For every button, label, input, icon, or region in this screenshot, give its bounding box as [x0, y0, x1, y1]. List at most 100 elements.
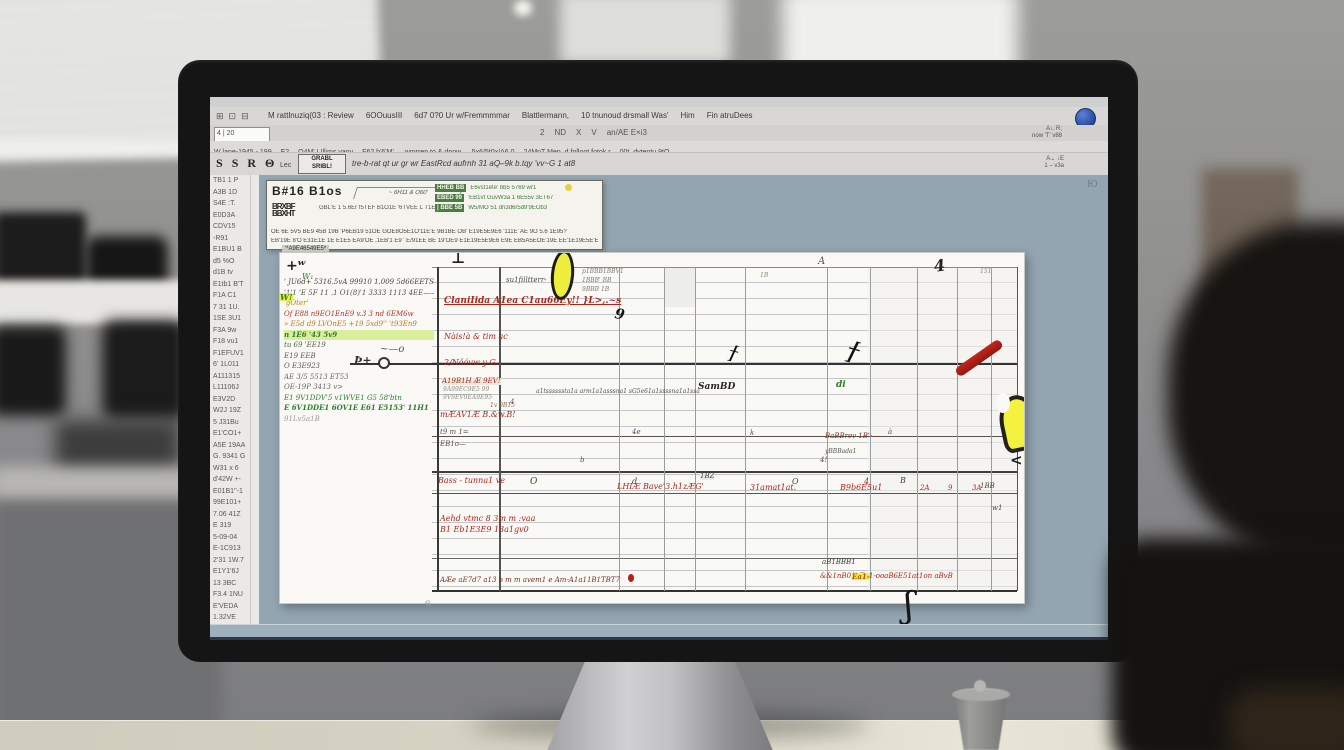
- toolbar-icon[interactable]: ND: [554, 128, 567, 137]
- toolbar3-segment[interactable]: O4M' I Illims vanv: [298, 149, 354, 153]
- sidebar-item[interactable]: d'42W +-: [213, 476, 241, 483]
- annotation: Aehd vtmc 8 3m m :vaa: [440, 514, 536, 523]
- annotation: SamBD: [698, 382, 736, 392]
- toolbar3-segment[interactable]: 5x6/5t0x/A6.0: [471, 149, 515, 153]
- sidebar-item[interactable]: F18 vu1: [213, 338, 239, 345]
- sidebar-item[interactable]: A5E 19AA: [213, 441, 246, 449]
- red-dot-mark: [628, 574, 634, 582]
- sidebar-item[interactable]: E1Y1'6J: [213, 568, 239, 575]
- style-preview-box[interactable]: GRABL SRIBL!: [298, 154, 346, 174]
- sidebar-item[interactable]: 7 31 1U.: [213, 303, 240, 311]
- sidebar-item[interactable]: E'VEDA: [213, 602, 239, 610]
- sidebar-item[interactable]: G. 9341 G: [213, 453, 246, 460]
- sidebar-item[interactable]: TB1 1 P: [213, 177, 239, 184]
- annotation: B9b6E5u1: [840, 483, 883, 492]
- toolbar4-caption: tre-b-rat qt ur gr wr EastRcd aufrnh 31 …: [352, 159, 576, 168]
- screen: ⊞ ⊡ ⊟ M rattlnuziq(03 : Review 6OOuusIII 6d7…: [210, 97, 1108, 640]
- menu-item[interactable]: 10 tnunoud drsmall Was': [581, 111, 669, 120]
- page-tab[interactable]: '*A9E46549E5*: [282, 245, 330, 253]
- format-button-small[interactable]: Lec: [280, 162, 292, 169]
- grid-line: [432, 558, 1017, 559]
- app-icon[interactable]: ⊟: [241, 111, 249, 121]
- sidebar-item[interactable]: E1BU1 B: [213, 246, 242, 253]
- sidebar[interactable]: TB1 1 P A3B 1D S4E :T. E0D3A CDV15 -R91 E1BU1 …: [210, 175, 260, 624]
- sidebar-item[interactable]: CDV15: [213, 223, 236, 230]
- annotation: 9V9EV9EA9E95: [443, 394, 493, 401]
- sidebar-item[interactable]: W31 x 6: [213, 464, 239, 472]
- toolbar-icon[interactable]: X: [576, 128, 582, 137]
- annotation: 9: [948, 484, 953, 492]
- sidebar-item[interactable]: E0D3A: [213, 211, 236, 219]
- menu-item[interactable]: 6d7 0?0 Ur w/Fremmmmar: [414, 111, 510, 120]
- sidebar-item[interactable]: L11106J: [213, 384, 239, 391]
- note-line: n 1E6 '43 5v9: [284, 329, 434, 340]
- sidebar-item[interactable]: E1'CO1+: [213, 430, 242, 437]
- note-line: E1 9V1DDV'5 v1WVE1 G5 58'btn: [284, 393, 402, 402]
- sidebar-item[interactable]: E01B1''-1: [213, 487, 243, 495]
- sidebar-item[interactable]: E3V2D: [213, 395, 236, 403]
- annotation: 4!: [820, 456, 828, 464]
- sidebar-item[interactable]: 1SE 3U1: [213, 315, 242, 322]
- office-chair: [102, 320, 186, 420]
- note-line: AE 3/5 5513 ET53: [284, 372, 349, 381]
- toolbar-icon[interactable]: an/AE E×i3: [606, 128, 647, 137]
- sidebar-item[interactable]: F3.4 1NU: [213, 591, 243, 598]
- app-icon[interactable]: ⊞: [216, 111, 224, 121]
- sidebar-item[interactable]: 13 3BC: [213, 579, 237, 587]
- format-button[interactable]: S: [216, 156, 223, 170]
- annotation: ClaniIida A1ea C1au66Ey!! }L>,.~s: [444, 296, 622, 306]
- sidebar-item[interactable]: 5 J31Bu: [213, 418, 239, 426]
- canvas-corner-icon[interactable]: Ю: [1087, 180, 1098, 190]
- sidebar-item[interactable]: 6' 1L011: [213, 361, 240, 368]
- annotation: Þ+: [354, 354, 372, 367]
- menu-item[interactable]: Fin atruDees: [706, 111, 753, 120]
- sidebar-item[interactable]: 2'31 1W.7: [213, 556, 244, 564]
- sidebar-item[interactable]: W2J 19Z: [213, 407, 242, 414]
- sidebar-item[interactable]: A3B 1D: [213, 188, 238, 196]
- sidebar-item[interactable]: 1.32VE: [213, 614, 236, 621]
- sidebar-item[interactable]: E 319: [213, 522, 232, 529]
- menu-item[interactable]: Him: [680, 111, 695, 120]
- toolbar3-segment[interactable]: ,wmrrep,to & dpow,: [402, 149, 463, 153]
- menu-item[interactable]: 6OOuusIII: [365, 111, 403, 120]
- cup-body: [954, 694, 1008, 750]
- sidebar-item[interactable]: E-1C913: [213, 545, 241, 552]
- format-button[interactable]: R: [247, 156, 257, 170]
- format-button[interactable]: Θ: [265, 156, 275, 170]
- annotation: O: [792, 477, 799, 486]
- toolbar3-segment[interactable]: 00t. dytentu 9tO.: [619, 149, 672, 153]
- toolbar3-segment[interactable]: W lane-1945 - 199: [214, 149, 272, 153]
- sidebar-item[interactable]: S4E :T.: [213, 200, 236, 207]
- status-chip: HHEB BB: [435, 184, 467, 192]
- annotation: à: [888, 428, 893, 436]
- sidebar-item[interactable]: F1EFUV1: [213, 349, 244, 357]
- sidebar-item[interactable]: d1B tv: [213, 269, 233, 276]
- grid-vline: [499, 267, 501, 591]
- sidebar-item[interactable]: -R91: [213, 234, 229, 242]
- sidebar-item[interactable]: d5 %O: [213, 257, 235, 265]
- menu-item[interactable]: Blattlermann,: [521, 111, 569, 120]
- zoom-combo-box[interactable]: 4 | 20: [214, 127, 270, 142]
- toolbar3-segment[interactable]: 24MnT Men, d folloot fotok r: [523, 149, 611, 153]
- grid-heavy-line: [350, 363, 1017, 365]
- toolbar-icon[interactable]: V: [591, 128, 597, 137]
- sidebar-item[interactable]: E1tb1 B'T: [213, 280, 244, 288]
- sidebar-item[interactable]: F1A C1: [213, 292, 237, 299]
- annotation: A: [818, 256, 826, 267]
- sidebar-item[interactable]: 5-09-04: [213, 533, 238, 541]
- annotation: 4: [932, 255, 947, 276]
- sidebar-item[interactable]: 7.06 41Z: [213, 510, 241, 518]
- format-button[interactable]: S: [231, 156, 239, 170]
- toolbar3-segment[interactable]: F62 b'6'M': [362, 149, 394, 153]
- annotation: Bass - tunna1 ve: [438, 476, 505, 485]
- note-line: OE-19P 3413 v>: [284, 383, 344, 391]
- ceiling-light: [514, 0, 532, 16]
- sidebar-item[interactable]: 99E101+: [213, 499, 242, 506]
- toolbar3-segment[interactable]: E2: [280, 149, 290, 153]
- sidebar-item[interactable]: A111315: [213, 372, 240, 380]
- app-icon[interactable]: ⊡: [228, 111, 237, 121]
- menu-item[interactable]: M rattlnuziq(03 : Review: [268, 111, 354, 120]
- sidebar-item[interactable]: F3A 9w: [213, 326, 237, 334]
- toolbar-icon[interactable]: 2: [540, 128, 545, 137]
